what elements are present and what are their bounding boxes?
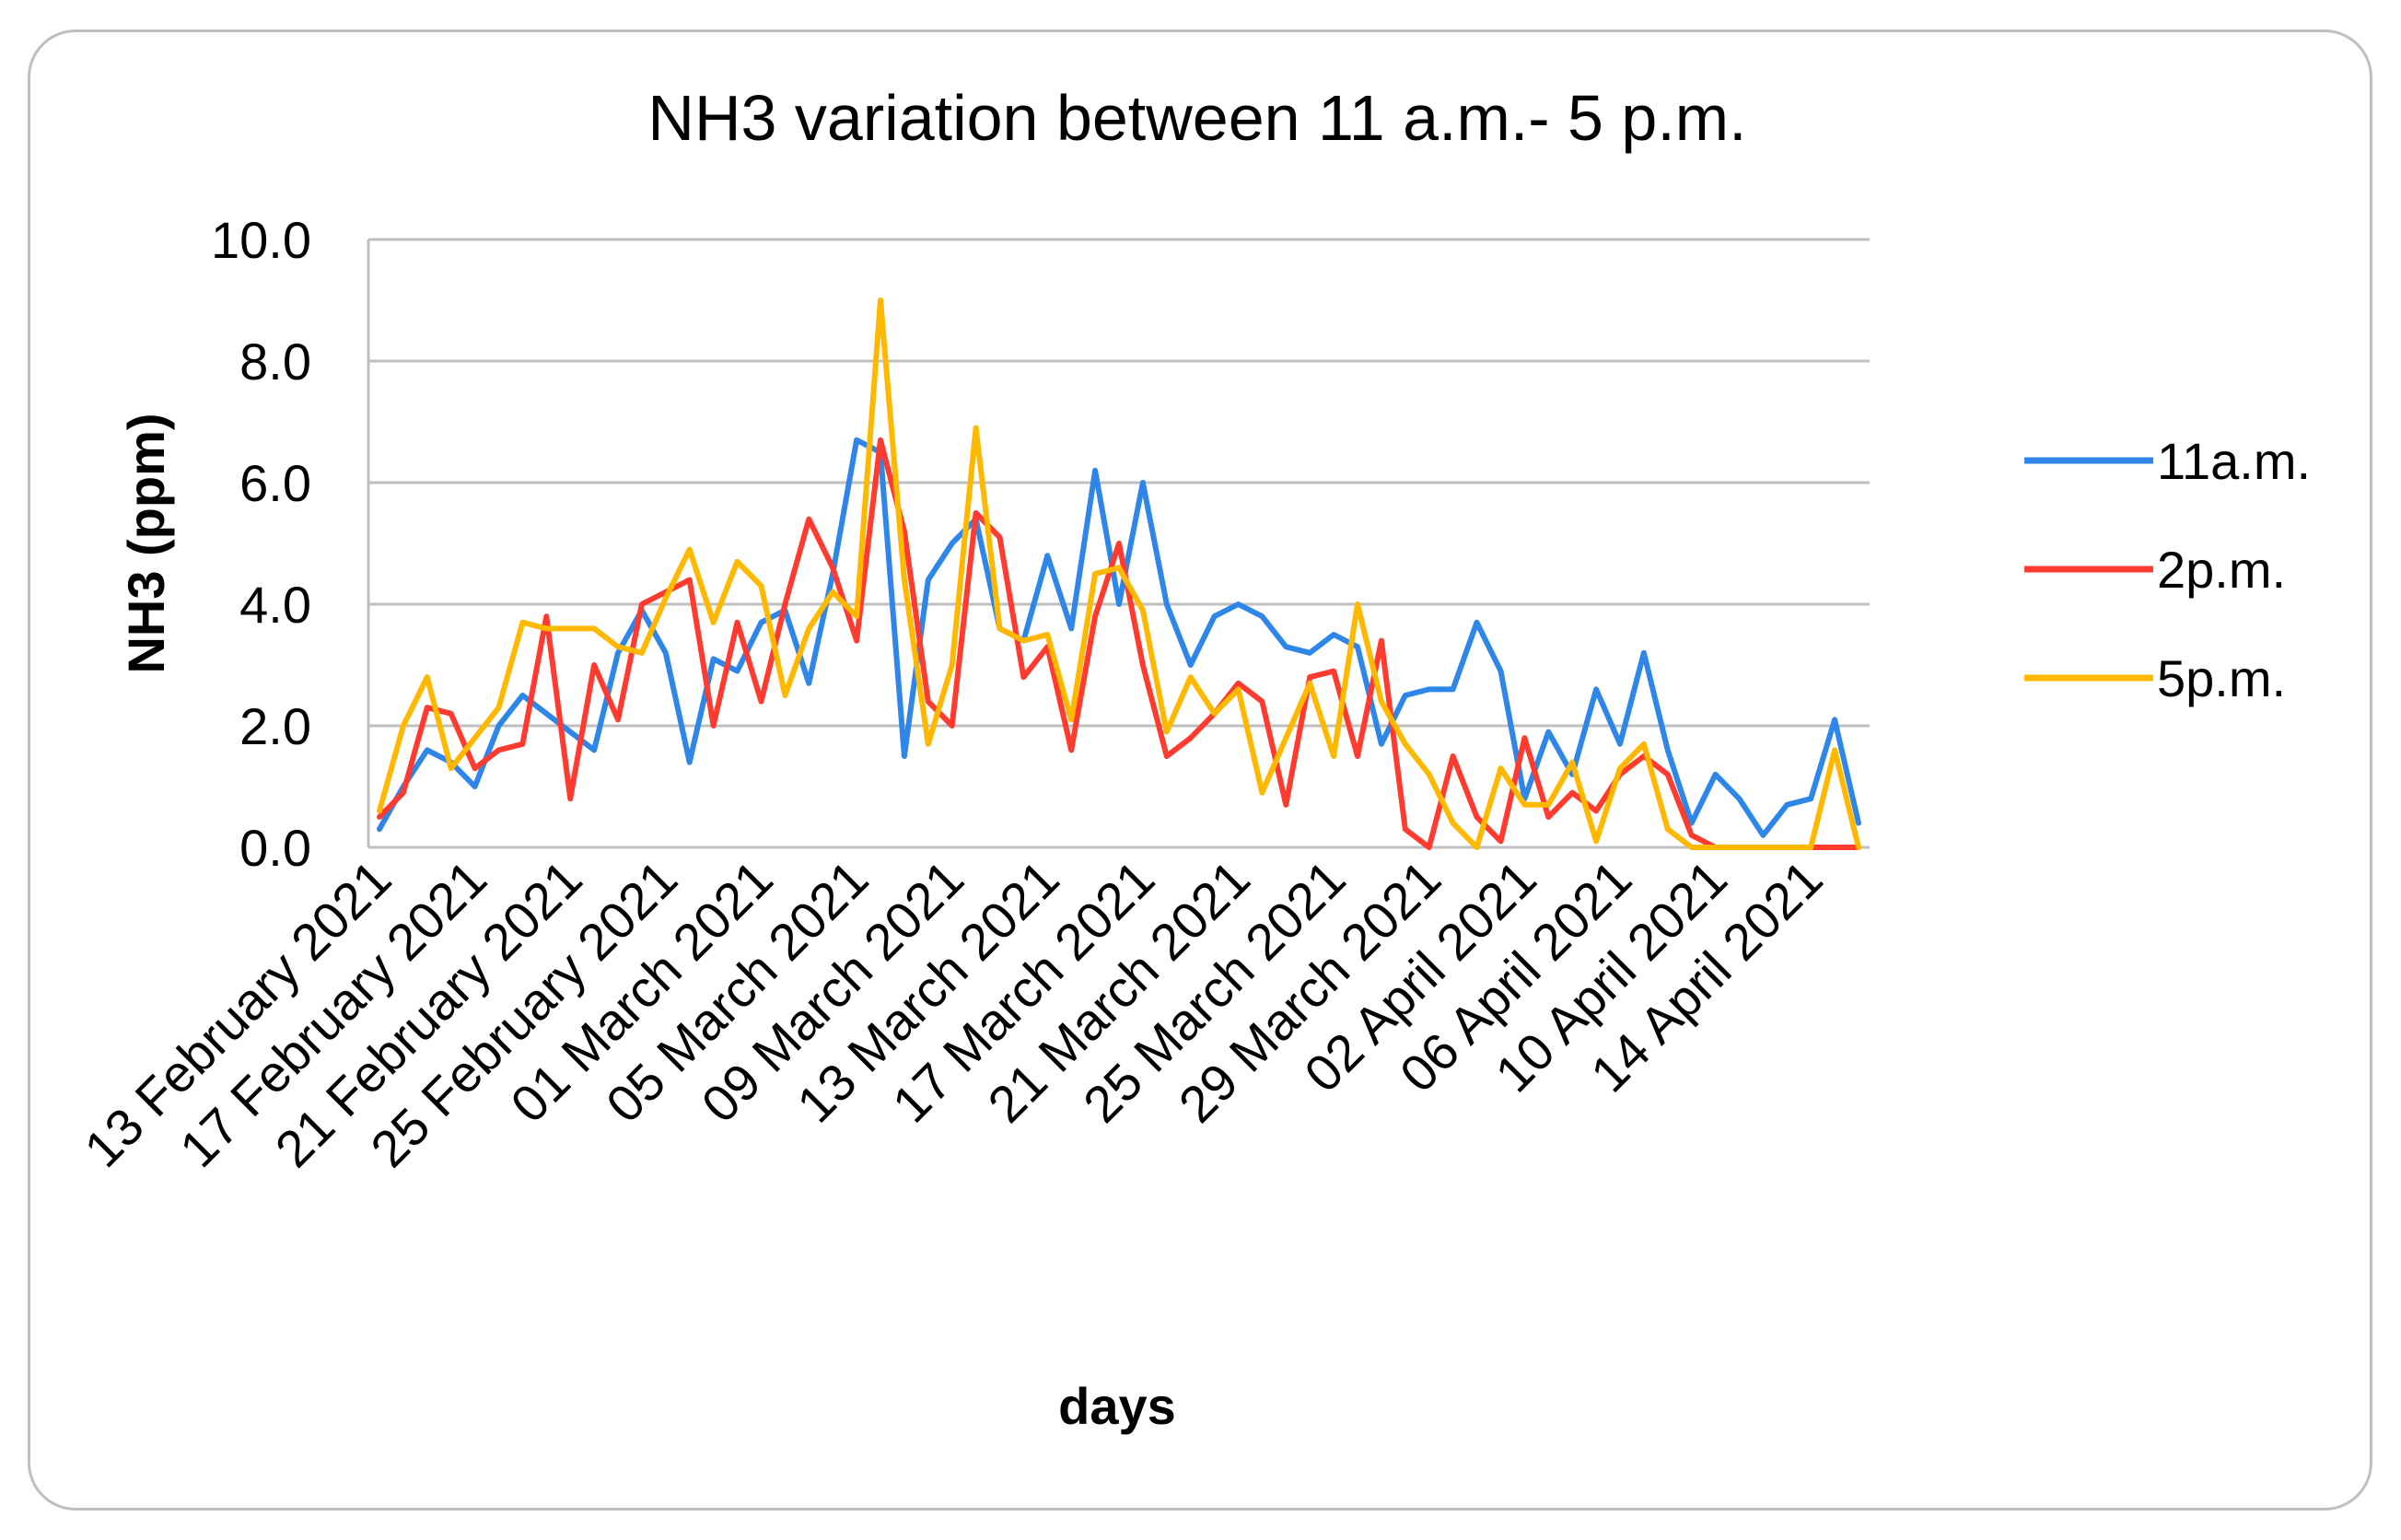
legend-label: 2p.m. <box>2157 541 2286 599</box>
legend-label: 11a.m. <box>2157 432 2311 490</box>
y-tick-label: 0.0 <box>239 819 311 877</box>
legend-label: 5p.m. <box>2157 649 2286 707</box>
legend: 11a.m. 2p.m. 5p.m. <box>2024 432 2311 707</box>
series-line-1 <box>377 437 1861 838</box>
y-tick-label: 10.0 <box>211 211 311 269</box>
y-axis-label: NH3 (ppm) <box>117 413 175 673</box>
chart-frame <box>28 29 2372 1511</box>
y-axis-ticks: 0.0 2.0 4.0 6.0 8.0 10.0 <box>211 211 311 877</box>
chart-title: NH3 variation between 11 a.m.- 5 p.m. <box>647 82 1746 154</box>
x-axis-label: days <box>1058 1377 1176 1435</box>
y-tick-label: 2.0 <box>239 697 311 755</box>
series-line-3 <box>377 298 1861 850</box>
y-tick-label: 4.0 <box>239 576 311 634</box>
y-tick-label: 8.0 <box>239 332 311 391</box>
series-line-2 <box>377 437 1861 850</box>
y-tick-label: 6.0 <box>239 454 311 512</box>
series-lines <box>377 298 1861 850</box>
gridlines <box>367 238 1870 849</box>
